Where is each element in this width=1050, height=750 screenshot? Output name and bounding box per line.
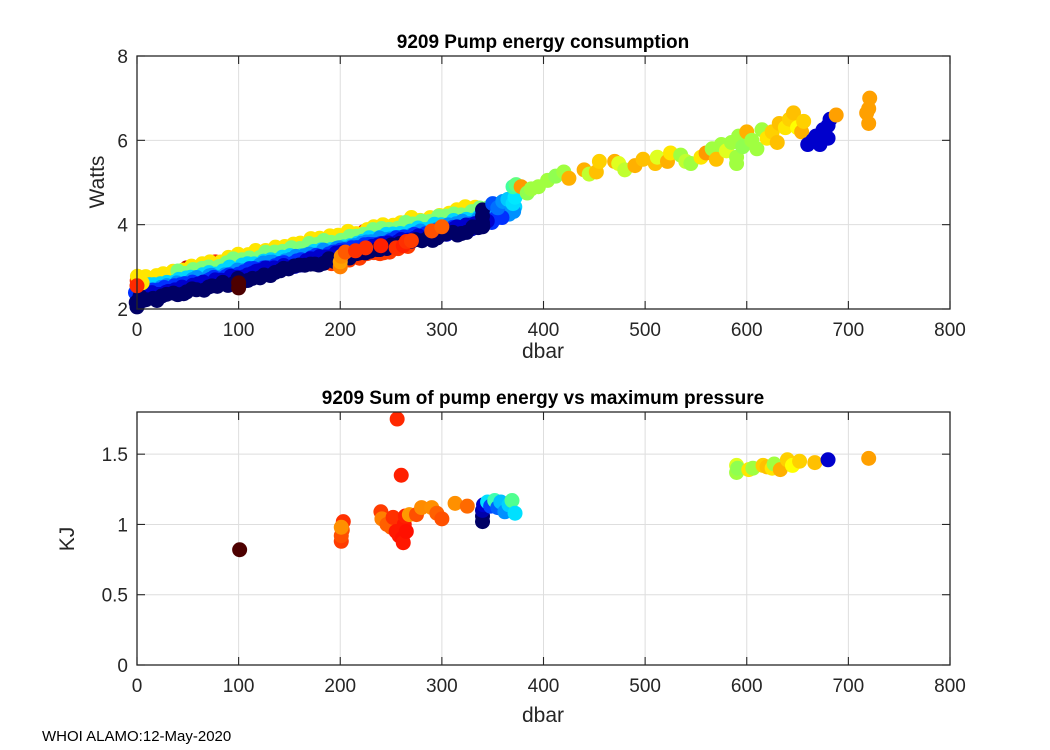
top-y-axis-label: Watts (86, 156, 109, 209)
top-data-point (749, 141, 765, 157)
bottom-data-point (730, 460, 746, 476)
top-data-point (231, 275, 247, 291)
top-data-point (591, 153, 607, 169)
top-data-point (635, 151, 651, 167)
bottom-data-point (507, 505, 523, 521)
top-chart-title: 9209 Pump energy consumption (397, 32, 689, 53)
bottom-x-tick-label: 0 (132, 676, 143, 697)
top-x-tick-label: 100 (223, 320, 255, 341)
bottom-x-tick-label: 200 (324, 676, 356, 697)
bottom-data-point (389, 411, 405, 427)
top-ticks: 0 100 200 300 400 500 600 700 800 2 4 6 8 (117, 47, 965, 341)
top-x-tick-label: 800 (934, 320, 966, 341)
top-data-point (403, 233, 419, 249)
top-data-point (769, 134, 785, 150)
top-x-axis-label: dbar (522, 340, 564, 363)
bottom-y-tick-label: 0 (117, 656, 128, 677)
top-x-tick-label: 200 (324, 320, 356, 341)
bottom-data-point (434, 511, 450, 527)
bottom-y-tick-label: 1 (117, 515, 128, 536)
top-data-point (373, 238, 389, 254)
bottom-data-point (459, 498, 475, 514)
top-x-tick-label: 500 (629, 320, 661, 341)
bottom-gridlines (137, 412, 950, 665)
top-data-point (785, 105, 801, 121)
bottom-data-point (820, 452, 836, 468)
bottom-x-tick-label: 500 (629, 676, 661, 697)
bottom-axes: 0 100 200 300 400 500 600 700 800 0 0.5 1 1.5 9209 S… (56, 388, 966, 727)
bottom-data-point (395, 535, 411, 551)
bottom-ticks: 0 100 200 300 400 500 600 700 800 0 0.5 1 1.5 (102, 412, 966, 697)
bottom-points (232, 411, 877, 558)
bottom-x-tick-label: 800 (934, 676, 966, 697)
top-y-tick-label: 6 (117, 131, 128, 152)
bottom-y-tick-label: 1.5 (102, 445, 128, 466)
top-x-tick-label: 0 (132, 320, 143, 341)
top-data-point (708, 151, 724, 167)
top-x-tick-label: 600 (731, 320, 763, 341)
bottom-x-tick-label: 700 (833, 676, 865, 697)
bottom-x-tick-label: 300 (426, 676, 458, 697)
bottom-data-point (385, 509, 401, 525)
top-y-tick-label: 2 (117, 300, 128, 321)
top-data-point (861, 115, 877, 131)
top-data-point (729, 156, 745, 172)
bottom-chart-title: 9209 Sum of pump energy vs maximum press… (322, 388, 764, 409)
bottom-y-axis-label: KJ (56, 527, 79, 552)
top-x-tick-label: 700 (833, 320, 865, 341)
bottom-data-point (333, 519, 349, 535)
bottom-x-tick-label: 400 (528, 676, 560, 697)
top-data-point (820, 130, 836, 146)
top-x-tick-label: 400 (528, 320, 560, 341)
bottom-data-point (447, 495, 463, 511)
bottom-data-point (807, 455, 823, 471)
bottom-x-tick-label: 600 (731, 676, 763, 697)
top-data-point (434, 219, 450, 235)
bottom-data-point (861, 450, 877, 466)
footer-credit: WHOI ALAMO:12-May-2020 (42, 728, 231, 745)
top-x-tick-label: 300 (426, 320, 458, 341)
top-data-point (796, 113, 812, 129)
top-data-point (561, 170, 577, 186)
bottom-data-point (792, 453, 808, 469)
bottom-y-tick-label: 0.5 (102, 586, 128, 607)
top-data-point (828, 107, 844, 123)
top-y-tick-label: 4 (117, 216, 128, 237)
top-data-point (358, 240, 374, 256)
top-y-tick-label: 8 (117, 47, 128, 68)
top-data-point (862, 90, 878, 106)
bottom-data-point (232, 542, 248, 558)
bottom-x-axis-label: dbar (522, 704, 564, 727)
top-axes: 0 100 200 300 400 500 600 700 800 2 4 6 8 9209 Pump … (86, 32, 966, 363)
bottom-data-point (398, 523, 414, 539)
top-points (127, 90, 878, 315)
bottom-x-tick-label: 100 (223, 676, 255, 697)
bottom-data-point (504, 493, 520, 509)
bottom-data-point (393, 467, 409, 483)
